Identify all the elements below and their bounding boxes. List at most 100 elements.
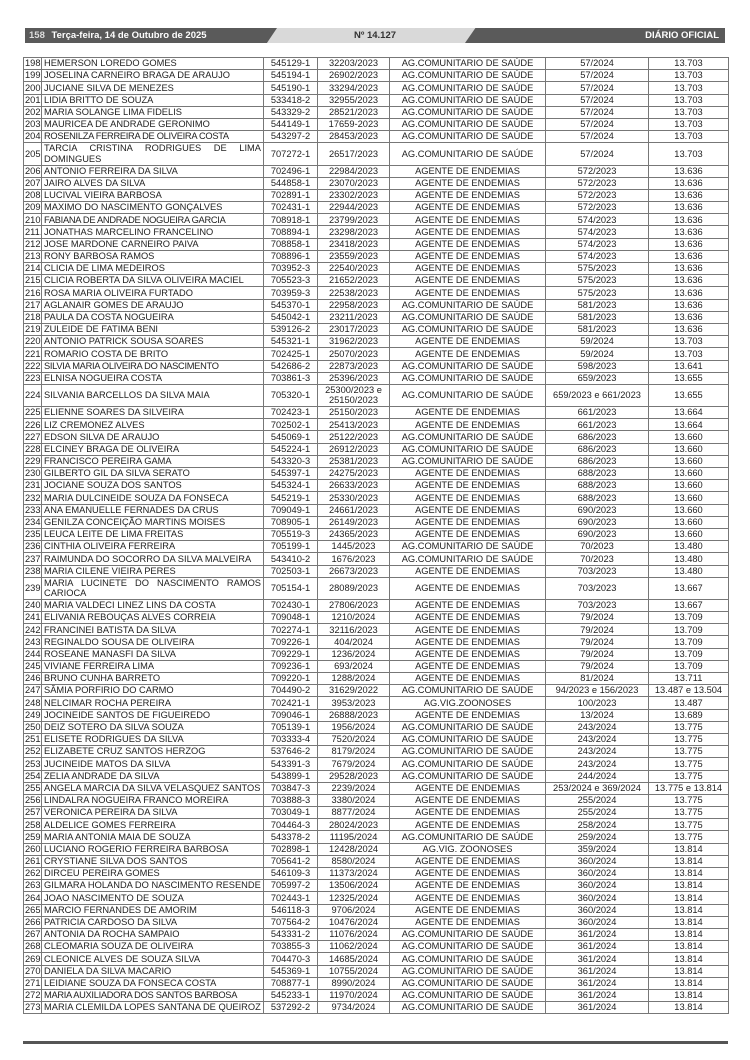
position: AG.COMUNITARIO DE SAÚDE [389, 757, 546, 771]
process-number: 28453/2023 [317, 130, 390, 144]
amount: 13.703 [648, 117, 729, 132]
position: AGENTE DE ENDEMIAS [389, 635, 546, 649]
row-number: 273. [23, 1001, 42, 1015]
position: AG.COMUNITARIO DE SAÚDE [389, 322, 546, 337]
registration: 709236-1 [263, 659, 318, 674]
publication-date: Terça-feira, 14 de Outubro de 2025 [51, 30, 207, 41]
ordinance: 688/2023 [545, 479, 649, 493]
amount: 13.775 [648, 732, 729, 747]
table-row: 271. LEIDIANE SOUZA DA FONSECA COSTA 70887… [23, 976, 729, 990]
table-row: 257. VERONICA PEREIRA DA SILVA 703049-1 887… [23, 806, 729, 820]
table-row: 270. DANIELA DA SILVA MACARIO 545369-1 1075… [23, 964, 729, 978]
table-row: 205. TARCIA CRISTINA RODRIGUES DE LIMA DO… [23, 142, 729, 166]
process-number: 22984/2023 [317, 164, 390, 178]
process-number: 28089/2023 [317, 576, 390, 600]
employee-name: ZELIA ANDRADE DA SILVA [41, 769, 264, 783]
table-row: 262. DIRCEU PEREIRA GOMES 546109-3 11373/20… [23, 866, 729, 881]
row-number: 259. [23, 830, 42, 844]
row-number: 237. [23, 552, 42, 566]
ordinance: 70/2023 [545, 552, 649, 566]
row-number: 224. [23, 383, 42, 408]
ordinance: 243/2024 [545, 757, 649, 771]
process-number: 11062/2024 [317, 940, 390, 954]
registration: 545219-1 [263, 491, 318, 505]
process-number: 25150/2023 [317, 406, 390, 420]
row-number: 217. [23, 298, 42, 312]
ordinance: 686/2023 [545, 454, 649, 469]
employee-name: VIVIANE FERREIRA LIMA [41, 659, 264, 674]
process-number: 9706/2024 [317, 903, 390, 917]
table-row: 272. MARIA AUXILIADORA DOS SANTOS BARBOSA… [23, 988, 729, 1003]
process-number: 22958/2023 [317, 298, 390, 312]
amount: 13.775 [648, 745, 729, 759]
position: AG.VIG.ZOONOSES [389, 696, 546, 710]
registration: 545069-1 [263, 430, 318, 444]
amount: 13.709 [648, 647, 729, 661]
ordinance: 13/2024 [545, 708, 649, 722]
process-number: 1956/2024 [317, 720, 390, 734]
employee-name: ANTONIA DA ROCHA SAMPAIO [41, 927, 264, 942]
position: AG.COMUNITARIO DE SAÚDE [389, 117, 546, 132]
registration: 708905-1 [263, 515, 318, 529]
row-number: 212. [23, 237, 42, 251]
position: AGENTE DE ENDEMIAS [389, 623, 546, 637]
ordinance: 94/2023 e 156/2023 [545, 684, 649, 698]
process-number: 21652/2023 [317, 274, 390, 288]
row-number: 235. [23, 527, 42, 542]
edition-number: Nº 14.127 [353, 30, 397, 41]
process-number: 24275/2023 [317, 466, 390, 481]
registration: 545233-1 [263, 988, 318, 1003]
employee-name: MARIA VALDECI LINEZ LINS DA COSTA [41, 598, 264, 613]
ordinance: 360/2024 [545, 879, 649, 893]
process-number: 28521/2023 [317, 105, 390, 119]
process-number: 22540/2023 [317, 261, 390, 276]
ordinance: 361/2024 [545, 976, 649, 990]
process-number: 23302/2023 [317, 188, 390, 203]
amount: 13.636 [648, 274, 729, 288]
registration: 705997-2 [263, 879, 318, 893]
amount: 13.703 [648, 105, 729, 119]
employee-name: CLEONICE ALVES DE SOUZA SILVA [41, 952, 264, 966]
registration: 709049-1 [263, 503, 318, 517]
position: AG.COMUNITARIO DE SAÚDE [389, 745, 546, 759]
process-number: 693/2024 [317, 659, 390, 674]
table-row: 239. MARIA LUCINETE DO NASCIMENTO RAMOS C… [23, 576, 729, 600]
amount: 13.814 [648, 866, 729, 881]
row-number: 216. [23, 286, 42, 300]
position: AGENTE DE ENDEMIAS [389, 818, 546, 832]
table-row: 206. ANTONIO FERREIRA DA SILVA 702496-1 229… [23, 164, 729, 178]
position: AGENTE DE ENDEMIAS [389, 891, 546, 905]
employee-name: JOAO NASCIMENTO DE SOUZA [41, 891, 264, 905]
amount: 13.709 [648, 659, 729, 674]
registration: 543391-3 [263, 757, 318, 771]
row-number: 226. [23, 418, 42, 432]
row-number: 227. [23, 430, 42, 444]
amount: 13.775 [648, 769, 729, 783]
employee-name: JOSE MARDONE CARNEIRO PAIVA [41, 237, 264, 251]
position: AG.COMUNITARIO DE SAÚDE [389, 93, 546, 107]
amount: 13.709 [648, 623, 729, 637]
row-number: 248. [23, 696, 42, 710]
ordinance: 100/2023 [545, 696, 649, 710]
amount: 13.636 [648, 286, 729, 300]
row-number: 246. [23, 671, 42, 686]
table-row: 223. ELNISA NOGUEIRA COSTA 703861-3 25396/2… [23, 371, 729, 385]
registration: 545190-1 [263, 81, 318, 95]
table-row: 225. ELIENNE SOARES DA SILVEIRA 702423-1 25… [23, 406, 729, 420]
process-number: 26902/2023 [317, 69, 390, 83]
amount: 13.636 [648, 249, 729, 264]
amount: 13.480 [648, 540, 729, 554]
process-number: 23017/2023 [317, 322, 390, 337]
amount: 13.480 [648, 564, 729, 578]
row-number: 222. [23, 359, 42, 373]
registration: 702431-1 [263, 201, 318, 215]
process-number: 24365/2023 [317, 527, 390, 542]
employee-name: LEUCA LEITE DE LIMA FREITAS [41, 527, 264, 542]
ordinance: 259/2024 [545, 830, 649, 844]
ordinance: 703/2023 [545, 576, 649, 600]
registration: 703952-3 [263, 261, 318, 276]
registration: 709046-1 [263, 708, 318, 722]
employee-name: FRANCISCO PEREIRA GAMA [41, 454, 264, 469]
position: AG.COMUNITARIO DE SAÚDE [389, 430, 546, 444]
position: AGENTE DE ENDEMIAS [389, 347, 546, 361]
